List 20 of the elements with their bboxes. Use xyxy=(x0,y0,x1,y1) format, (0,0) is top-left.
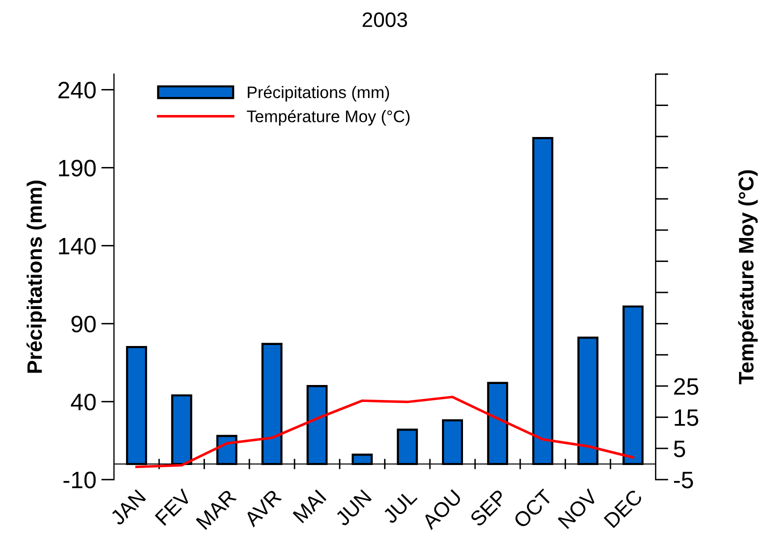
x-tick-label: JUL xyxy=(382,488,418,524)
y2-tick-label: 5 xyxy=(674,440,686,458)
y2-tick-label: -5 xyxy=(674,472,693,488)
y2-axis-title: Température Moy (°C) xyxy=(738,170,758,384)
y-axis-title: Précipitations (mm) xyxy=(26,180,46,373)
y-tick-label: 190 xyxy=(59,160,96,176)
y-tick-label: 40 xyxy=(70,394,96,410)
legend-label: Température Moy (°C) xyxy=(246,110,410,126)
y-tick-label: -10 xyxy=(64,472,96,488)
x-tick-label: JAN xyxy=(109,489,146,526)
x-tick-label: SEP xyxy=(469,488,508,528)
y-tick-label: 240 xyxy=(58,82,96,99)
y2-tick-label: 15 xyxy=(674,410,698,426)
y-tick-label: 90 xyxy=(71,316,96,332)
line-series xyxy=(135,396,634,468)
legend-label: Précipitations (mm) xyxy=(248,86,389,102)
chart-title: 2003 xyxy=(362,12,408,28)
y-tick-label: 140 xyxy=(59,238,96,254)
x-tick-label: MAI xyxy=(292,490,326,524)
y2-tick-label: 25 xyxy=(674,378,698,395)
